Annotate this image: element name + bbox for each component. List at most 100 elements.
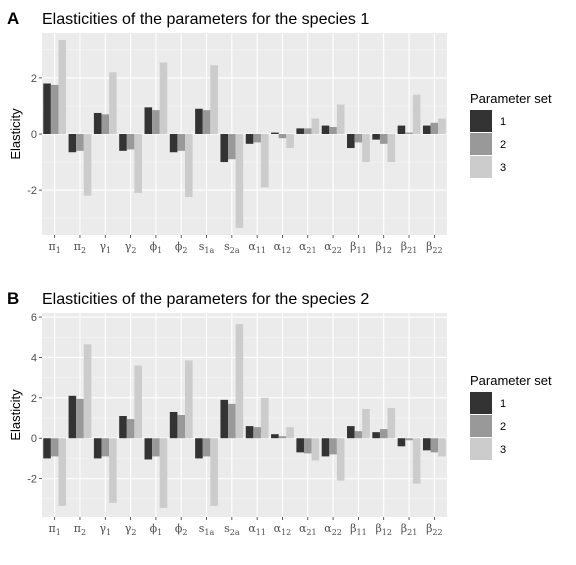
panel-a-xtick-label-10: α21 <box>299 240 317 255</box>
panel-a-bar-set3-13 <box>387 134 396 163</box>
panel-a-xtick-label-11: α22 <box>324 240 342 255</box>
panel-b-bar-set3-2 <box>109 438 117 503</box>
panel-b-bar-set1-4 <box>144 438 153 460</box>
panel-b-xtick-label-2: γ1 <box>99 522 111 537</box>
panel-a-legend-key-3 <box>470 156 492 178</box>
panel-a-bar-set1-10 <box>296 128 304 134</box>
panel-b-bar-set3-10 <box>311 438 320 461</box>
panel-a-bar-set3-4 <box>159 62 168 135</box>
panel-a-bar-set3-10 <box>311 118 320 134</box>
panel-a-bar-set1-14 <box>397 125 406 134</box>
panel-b-xtick-label-14: β21 <box>401 522 418 537</box>
panel-a-bar-set2-4 <box>152 110 160 134</box>
panel-b-bar-set1-3 <box>119 416 127 439</box>
panel-a-bar-set2-2 <box>101 114 110 134</box>
panel-b-bar-set3-4 <box>159 438 168 508</box>
panel-a-bar-set2-13 <box>379 134 388 144</box>
panel-a-bar-set1-6 <box>195 108 203 134</box>
panel-a-bar-set3-2 <box>109 72 117 134</box>
panel-a-xtick-label-3: γ2 <box>125 240 137 255</box>
panel-a-legend: Parameter set 1 2 3 <box>470 91 552 178</box>
panel-b-ytick-label: 2 <box>31 393 37 405</box>
panel-b-bar-set1-8 <box>245 426 254 439</box>
panel-a-bar-set3-11 <box>336 104 345 134</box>
panel-b-ylabel: Elasticity <box>8 389 23 441</box>
panel-a-letter: A <box>7 9 19 28</box>
panel-b-title: Elasticities of the parameters for the s… <box>42 291 369 308</box>
panel-a-bar-set2-8 <box>253 134 261 143</box>
panel-b-ytick-label: 6 <box>31 312 37 324</box>
panel-a-bar-set1-0 <box>43 83 51 134</box>
panel-b-bar-set1-2 <box>93 438 102 459</box>
panel-b-bar-set2-4 <box>152 438 160 457</box>
panel-b-bar-set2-14 <box>405 438 413 441</box>
panel-b-bar-set2-7 <box>228 403 236 439</box>
panel-b-bar-set2-5 <box>177 415 186 439</box>
panel-b-bar-set1-11 <box>321 438 330 457</box>
panel-a-bar-set2-5 <box>177 134 186 151</box>
panel-b-bar-set1-7 <box>220 399 229 439</box>
panel-b-xtick-label-4: ϕ1 <box>150 522 163 537</box>
panel-b-bar-set3-13 <box>387 407 396 439</box>
panel-a-legend-label-2: 2 <box>500 139 506 151</box>
panel-a-xtick-label-5: ϕ2 <box>175 240 188 255</box>
panel-a-xtick-label-12: β11 <box>350 240 367 255</box>
panel-b-ytick-label: -2 <box>27 474 37 486</box>
panel-b-xtick-label-12: β11 <box>350 522 367 537</box>
panel-b-xtick-label-15: β22 <box>426 522 443 537</box>
panel-a-ylabel: Elasticity <box>8 108 23 160</box>
panel-b-xtick-label-6: s1a <box>199 522 215 537</box>
panel-b-bar-set1-0 <box>43 438 51 459</box>
panel-a-ytick-label: 2 <box>31 73 37 85</box>
panel-a-xtick-label-13: β12 <box>375 240 392 255</box>
panel-b-bar-set3-9 <box>286 427 294 439</box>
panel-b-xtick-label-8: α11 <box>248 522 266 537</box>
panel-a-bar-set3-7 <box>235 134 244 228</box>
panel-a-bar-set1-9 <box>271 132 279 134</box>
panel-a-bar-set1-13 <box>372 134 380 140</box>
panel-a-bar-set3-5 <box>185 134 193 198</box>
panel-a-bar-set2-7 <box>228 134 236 160</box>
panel-b-bar-set3-0 <box>58 438 67 506</box>
panel-b-bar-set2-11 <box>329 438 337 455</box>
panel-a-legend-key-1 <box>470 110 492 132</box>
panel-a-plot: -2 0 2 π1 π2 γ1 γ2 ϕ1 ϕ2 s1a s2a α11 α12 α21 α22 β11 β12… <box>27 33 447 255</box>
panel-a-xtick-label-14: β21 <box>401 240 418 255</box>
panel-b-bar-set2-9 <box>278 436 287 439</box>
panel-b-xtick-label-7: s2a <box>224 522 240 537</box>
panel-b-legend-key-1 <box>470 392 492 414</box>
panel-b-bar-set2-12 <box>354 431 363 439</box>
panel-a-xtick-label-6: s1a <box>199 240 215 255</box>
panel-b-ytick-label: 4 <box>31 352 37 364</box>
panel-a-bar-set3-15 <box>438 118 446 134</box>
panel-a-bar-set1-5 <box>169 134 178 153</box>
panel-a-bar-set2-9 <box>278 134 287 139</box>
panel-a-legend-label-3: 3 <box>500 162 506 174</box>
panel-a-bar-set2-10 <box>303 128 312 134</box>
panel-b-plot: -2 0 2 4 6 π1 π2 γ1 γ2 ϕ1 ϕ2 s1a s2a α11 α12 α21 α22 β11 β… <box>27 312 447 537</box>
panel-b-legend-key-2 <box>470 415 492 437</box>
panel-b-bar-set1-14 <box>397 438 406 447</box>
panel-b-bar-set2-3 <box>126 419 135 439</box>
panel-b-bar-set3-14 <box>412 438 421 484</box>
panel-a-bar-set2-3 <box>126 134 135 150</box>
panel-b-legend-label-2: 2 <box>500 421 506 433</box>
panel-b-xtick-label-1: π2 <box>74 522 86 537</box>
panel-b-bar-set2-8 <box>253 427 261 439</box>
panel-a-xtick-label-15: β22 <box>426 240 443 255</box>
panel-a-bar-set1-8 <box>245 134 254 144</box>
panel-b-bar-set3-8 <box>260 397 269 439</box>
panel-a-bar-set3-12 <box>362 134 370 163</box>
panel-b-bar-set1-13 <box>372 432 380 439</box>
panel-b-bar-set3-15 <box>438 438 446 457</box>
panel-a-bar-set2-6 <box>202 110 211 134</box>
panel-b-letter: B <box>7 289 19 308</box>
panel-b-legend: Parameter set 1 2 3 <box>470 373 552 460</box>
panel-a-legend-key-2 <box>470 133 492 155</box>
panel-a-xtick-label-1: π2 <box>74 240 86 255</box>
panel-b-bar-set1-15 <box>422 438 431 451</box>
panel-a-bar-set3-8 <box>260 134 269 188</box>
panel-b-bar-set3-7 <box>235 324 244 439</box>
panel-b-legend-key-3 <box>470 438 492 460</box>
